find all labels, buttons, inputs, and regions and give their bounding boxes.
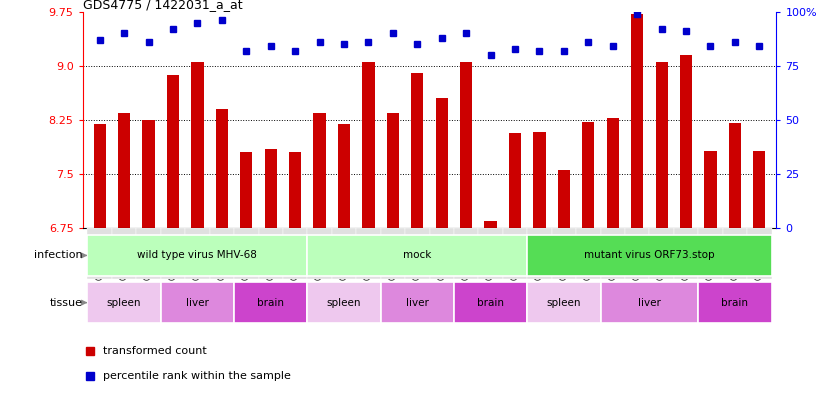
Text: GDS4775 / 1422031_a_at: GDS4775 / 1422031_a_at xyxy=(83,0,242,11)
Bar xyxy=(576,228,601,279)
Bar xyxy=(259,228,283,279)
Text: liver: liver xyxy=(186,298,209,308)
Bar xyxy=(454,228,478,279)
Bar xyxy=(656,62,667,228)
Text: infection: infection xyxy=(34,250,83,261)
Bar xyxy=(527,282,601,323)
Text: spleen: spleen xyxy=(327,298,361,308)
Bar xyxy=(234,282,307,323)
Bar xyxy=(435,98,448,228)
Bar xyxy=(234,228,259,279)
Bar xyxy=(527,235,771,276)
Bar xyxy=(112,228,136,279)
Bar xyxy=(582,122,595,228)
Bar xyxy=(674,228,698,279)
Bar xyxy=(680,55,692,228)
Bar xyxy=(93,124,106,228)
Bar xyxy=(411,73,424,228)
Text: brain: brain xyxy=(477,298,504,308)
Bar xyxy=(405,228,430,279)
Text: transformed count: transformed count xyxy=(103,345,207,356)
Bar xyxy=(307,282,381,323)
Bar xyxy=(753,151,766,228)
Bar xyxy=(381,282,454,323)
Bar xyxy=(118,113,131,228)
Bar xyxy=(283,228,307,279)
Bar xyxy=(363,62,374,228)
Bar xyxy=(136,228,161,279)
Bar xyxy=(485,221,496,228)
Bar xyxy=(307,228,332,279)
Text: spleen: spleen xyxy=(107,298,141,308)
Text: tissue: tissue xyxy=(50,298,83,308)
Bar xyxy=(601,228,625,279)
Bar xyxy=(381,228,405,279)
Text: spleen: spleen xyxy=(547,298,582,308)
Bar xyxy=(606,118,619,228)
Bar xyxy=(332,228,356,279)
Bar xyxy=(192,62,203,228)
Bar xyxy=(503,228,527,279)
Bar xyxy=(264,149,277,228)
Text: brain: brain xyxy=(721,298,748,308)
Bar xyxy=(240,152,253,228)
Bar xyxy=(698,282,771,323)
Bar xyxy=(698,228,723,279)
Bar xyxy=(729,123,741,228)
Bar xyxy=(478,228,503,279)
Text: mutant virus ORF73.stop: mutant virus ORF73.stop xyxy=(584,250,714,261)
Bar xyxy=(88,282,161,323)
Text: liver: liver xyxy=(638,298,661,308)
Bar xyxy=(454,282,527,323)
Text: wild type virus MHV-68: wild type virus MHV-68 xyxy=(137,250,258,261)
Text: mock: mock xyxy=(403,250,431,261)
Bar xyxy=(356,228,381,279)
Bar xyxy=(748,228,771,279)
Bar xyxy=(161,228,185,279)
Bar xyxy=(88,228,112,279)
Bar xyxy=(142,120,154,228)
Bar xyxy=(552,228,576,279)
Bar xyxy=(161,282,234,323)
Bar xyxy=(723,228,748,279)
Bar xyxy=(527,228,552,279)
Bar xyxy=(631,14,643,228)
Bar xyxy=(387,113,399,228)
Bar xyxy=(625,228,649,279)
Text: liver: liver xyxy=(406,298,429,308)
Bar xyxy=(509,133,521,228)
Bar xyxy=(534,132,545,228)
Bar xyxy=(338,124,350,228)
Bar xyxy=(88,235,307,276)
Bar xyxy=(705,151,717,228)
Bar xyxy=(307,235,527,276)
Bar xyxy=(430,228,454,279)
Bar xyxy=(314,113,325,228)
Bar xyxy=(210,228,234,279)
Bar xyxy=(601,282,698,323)
Text: brain: brain xyxy=(257,298,284,308)
Bar xyxy=(216,109,228,228)
Bar xyxy=(185,228,210,279)
Bar xyxy=(558,170,570,228)
Bar xyxy=(289,152,301,228)
Bar xyxy=(649,228,674,279)
Text: percentile rank within the sample: percentile rank within the sample xyxy=(103,371,292,382)
Bar xyxy=(460,62,472,228)
Bar xyxy=(167,75,179,228)
